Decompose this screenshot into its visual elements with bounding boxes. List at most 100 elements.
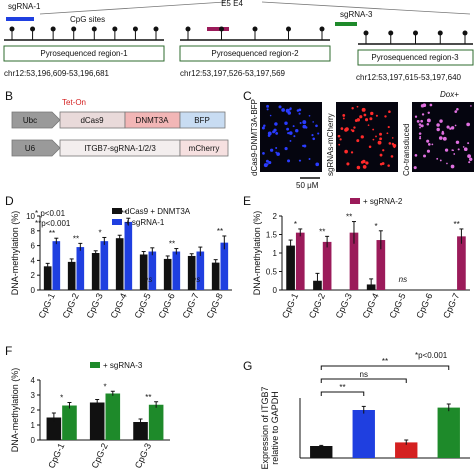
cell — [274, 122, 278, 126]
cell — [338, 143, 341, 146]
cell — [361, 107, 366, 112]
cell — [413, 166, 417, 170]
cell — [295, 129, 299, 133]
bar — [172, 251, 181, 290]
cell — [463, 147, 468, 152]
cell — [303, 144, 307, 148]
x-tick-label: CpG-1 — [280, 292, 300, 320]
significance: ** — [339, 383, 345, 392]
part-label: dCas9 — [80, 116, 104, 125]
cell — [436, 127, 440, 132]
bar — [52, 241, 61, 290]
y-axis-label: Expression of ITGB7 — [260, 386, 270, 469]
panel-a: sgRNA-1 E5 E4 CpG sites sgRNA-3 Pyrosequ… — [3, 0, 474, 82]
x-tick-label: CpG-5 — [387, 292, 407, 320]
cell — [359, 115, 363, 119]
bar — [148, 251, 157, 290]
significance: ns — [360, 370, 368, 379]
cell — [468, 161, 471, 164]
cell — [467, 142, 470, 145]
y-tick-label: 4 — [31, 376, 36, 385]
cell — [436, 157, 439, 160]
cpg-dot — [413, 30, 418, 36]
cpg-dot — [462, 30, 468, 36]
significance: ** — [169, 240, 175, 249]
cell — [356, 139, 360, 143]
y-axis-label: DNA-methylation (%) — [252, 211, 262, 296]
cell — [423, 154, 427, 158]
significance: ** — [49, 229, 55, 238]
cell — [284, 121, 288, 125]
cell — [454, 110, 458, 113]
bar — [105, 393, 121, 440]
promoter-label: Ubc — [23, 116, 37, 125]
cell — [369, 117, 373, 121]
sgrna-mark — [6, 17, 34, 21]
cell — [315, 124, 318, 128]
cell — [379, 137, 383, 141]
cell — [287, 159, 291, 163]
cpg-dot — [286, 26, 291, 32]
image-label: sgRNAs-mCherry — [326, 113, 335, 176]
bar — [286, 245, 295, 290]
cell — [353, 126, 356, 129]
cell — [346, 162, 350, 166]
part-label: mCherry — [189, 144, 220, 153]
cell — [446, 162, 448, 165]
cell — [370, 111, 374, 116]
sgrna-label: sgRNA-3 — [340, 10, 373, 19]
y-tick-label: 2 — [273, 212, 278, 221]
cell — [379, 162, 383, 166]
region-box — [3, 45, 165, 62]
cell — [360, 160, 364, 164]
cell — [450, 126, 455, 130]
bar — [124, 221, 133, 290]
cpg-dot — [437, 30, 443, 36]
cell — [292, 125, 295, 128]
region-label: Pyrosequenced region-1 — [40, 49, 128, 58]
cell — [449, 127, 452, 130]
cell — [350, 129, 353, 131]
cpg-dot — [71, 26, 77, 32]
cell — [281, 108, 285, 112]
cell — [337, 134, 341, 138]
sgrna-label: sgRNA-1 — [8, 2, 41, 11]
part — [179, 139, 229, 157]
cell — [298, 159, 302, 162]
micrograph — [260, 102, 322, 172]
significance: * — [103, 382, 106, 391]
bracket — [320, 365, 450, 370]
bar — [211, 262, 220, 290]
cell — [362, 165, 367, 169]
micrograph — [336, 102, 398, 172]
cell — [317, 132, 320, 135]
region-label: Pyrosequenced region-2 — [211, 49, 299, 58]
cell — [275, 131, 279, 135]
cell — [414, 154, 418, 157]
cpg-label: CpG sites — [70, 15, 105, 24]
cpg-dot — [252, 26, 258, 32]
cell — [312, 137, 316, 141]
cell — [267, 134, 271, 137]
x-tick-label: CpG-5 — [133, 292, 153, 320]
bar — [395, 442, 418, 458]
promoter — [11, 111, 61, 129]
bar — [76, 247, 85, 290]
y-tick-label: 2 — [31, 406, 36, 415]
cell — [427, 143, 431, 146]
cell — [441, 131, 445, 135]
cell — [368, 145, 372, 149]
sgrna-mark — [207, 27, 229, 31]
legend-swatch — [112, 208, 122, 214]
cell — [439, 119, 443, 123]
y-tick-label: 1 — [31, 421, 36, 430]
cell — [365, 118, 369, 122]
cell — [363, 113, 367, 117]
cell — [442, 136, 447, 141]
significance: ** — [121, 209, 127, 218]
cpg-dot — [112, 26, 118, 32]
cell — [350, 151, 354, 154]
cell — [302, 144, 305, 148]
cell — [261, 126, 265, 130]
part-label: DNMT3A — [136, 116, 170, 125]
